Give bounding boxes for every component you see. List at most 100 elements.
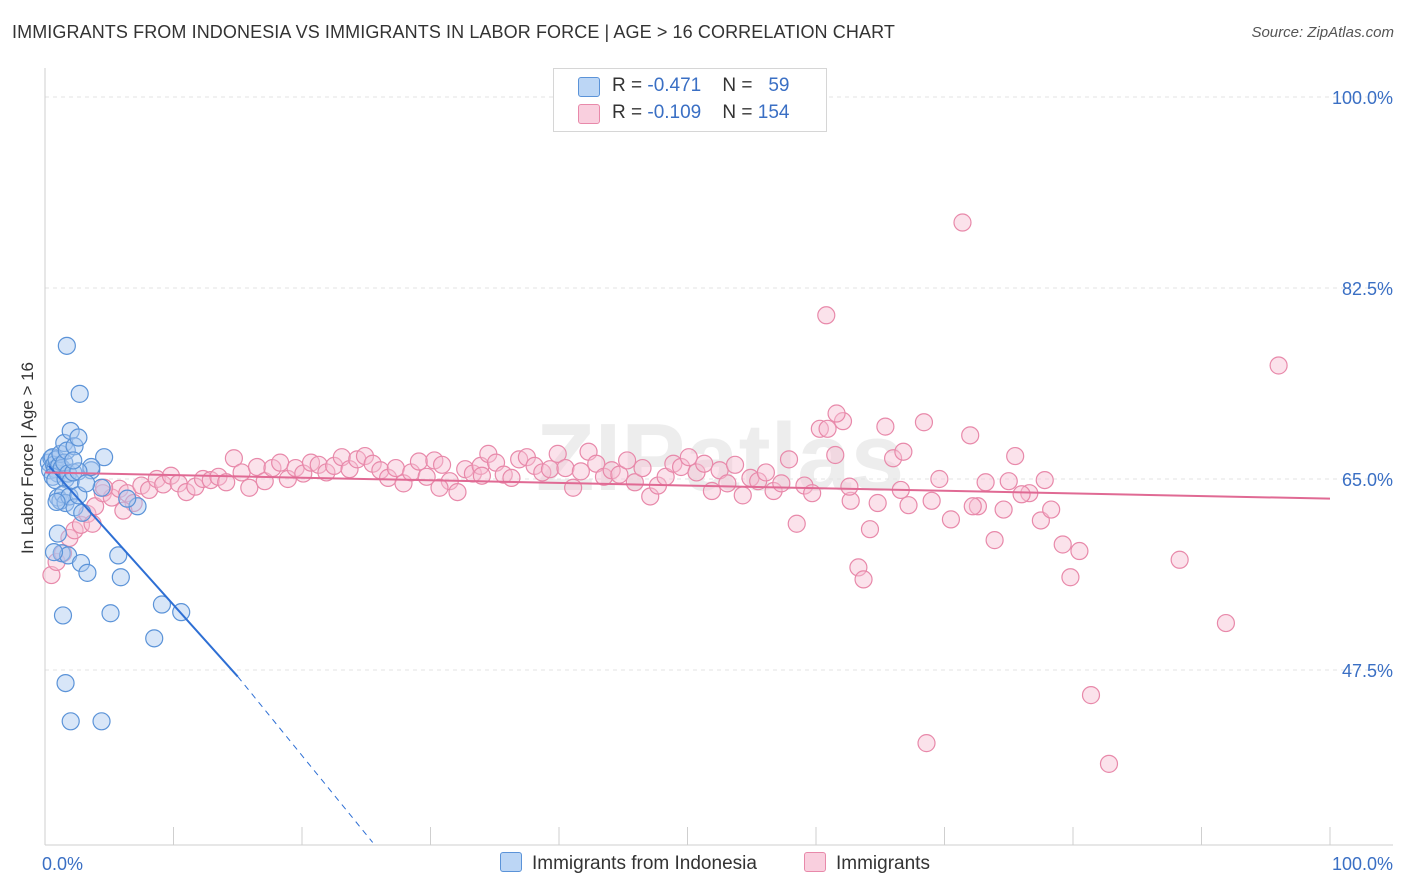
- immigrants-point: [430, 478, 449, 497]
- indonesia-point: [44, 543, 64, 562]
- immigrants-point: [1081, 686, 1101, 705]
- immigrants-point: [795, 476, 814, 495]
- immigrants-point: [1006, 446, 1025, 466]
- legend-swatch-blue: [578, 77, 600, 97]
- immigrants-point: [854, 570, 873, 589]
- indonesia-point: [48, 524, 67, 543]
- immigrants-point: [1070, 541, 1089, 561]
- immigrants-point: [868, 493, 887, 513]
- immigrants-point: [779, 450, 799, 469]
- immigrants-point: [247, 457, 267, 477]
- y-tick-label: 65.0%: [1342, 470, 1393, 490]
- immigrants-point: [633, 458, 652, 478]
- indonesia-point: [61, 712, 80, 731]
- immigrants-point: [756, 463, 775, 482]
- immigrants-point: [309, 455, 328, 474]
- legend-n-label: N =: [722, 75, 758, 96]
- immigrants-point: [409, 452, 429, 471]
- immigrants-point: [833, 412, 853, 431]
- immigrants-point: [1269, 356, 1288, 375]
- immigrants-point: [883, 449, 903, 468]
- immigrants-point: [817, 306, 836, 325]
- immigrants-point: [1061, 568, 1080, 587]
- immigrants-point: [177, 482, 196, 502]
- indonesia-point: [57, 336, 76, 355]
- immigrants-point: [894, 442, 913, 461]
- immigrants-point: [914, 413, 934, 432]
- legend-n-value: 59: [768, 75, 790, 96]
- immigrants-trend-line: [44, 471, 1331, 500]
- source-credit: Source: ZipAtlas.com: [1251, 24, 1394, 41]
- indonesia-point: [73, 503, 92, 522]
- immigrants-point: [618, 451, 637, 470]
- immigrants-point: [725, 455, 745, 474]
- immigrants-point: [968, 497, 988, 516]
- immigrants-point: [355, 446, 375, 466]
- indonesia-point: [47, 492, 66, 512]
- immigrants-point: [186, 477, 205, 496]
- immigrants-point: [941, 510, 961, 529]
- immigrants-point: [118, 484, 137, 503]
- immigrants-point: [733, 486, 752, 505]
- immigrants-point: [548, 444, 567, 463]
- legend-r-label: R =: [612, 75, 648, 96]
- immigrants-point: [994, 500, 1013, 519]
- y-tick-label: 82.5%: [1342, 279, 1393, 299]
- immigrants-point: [1012, 485, 1031, 504]
- indonesia-point: [118, 489, 137, 508]
- legend-n-value: 154: [757, 102, 790, 123]
- legend-swatch-pink: [578, 104, 600, 124]
- immigrants-point: [1042, 500, 1061, 519]
- legend-label: Immigrants from Indonesia: [532, 853, 757, 874]
- immigrants-point: [772, 474, 791, 493]
- immigrants-point: [840, 477, 859, 496]
- immigrants-point: [1170, 550, 1189, 569]
- immigrants-point: [841, 491, 860, 510]
- immigrants-point: [610, 465, 629, 484]
- immigrants-point: [953, 213, 972, 232]
- immigrants-point: [963, 497, 982, 516]
- immigrants-point: [114, 501, 133, 520]
- indonesia-point: [78, 563, 97, 582]
- indonesia-point: [152, 595, 172, 614]
- immigrants-point: [240, 478, 259, 497]
- y-tick-label: 47.5%: [1342, 661, 1393, 681]
- immigrants-point: [860, 520, 880, 539]
- immigrants-point: [1035, 470, 1054, 490]
- legend-label: Immigrants: [836, 853, 930, 874]
- indonesia-point: [101, 604, 120, 623]
- immigrants-point: [695, 454, 714, 473]
- indonesia-points: [39, 336, 191, 731]
- immigrants-point: [217, 473, 236, 492]
- immigrants-point: [718, 474, 737, 493]
- immigrants-point: [502, 468, 521, 488]
- immigrants-point: [787, 514, 806, 533]
- immigrants-point: [571, 462, 590, 481]
- immigrants-point: [224, 449, 243, 468]
- immigrants-point: [271, 453, 290, 472]
- immigrants-point: [818, 419, 837, 438]
- indonesia-point: [65, 437, 84, 456]
- indonesia-point: [56, 673, 75, 693]
- chart-title: IMMIGRANTS FROM INDONESIA VS IMMIGRANTS …: [12, 22, 895, 42]
- immigrants-point: [472, 466, 491, 485]
- y-axis-title: In Labor Force | Age > 16: [18, 362, 37, 554]
- immigrants-point: [679, 448, 698, 467]
- indonesia-point: [64, 451, 83, 470]
- immigrants-point: [876, 417, 895, 436]
- immigrants-point: [1053, 535, 1072, 554]
- legend-r-label: R =: [612, 102, 648, 123]
- axes: [44, 68, 1393, 846]
- immigrants-point: [976, 473, 995, 492]
- correlation-legend: R = -0.471 N = 59 R = -0.109 N = 154: [553, 68, 827, 132]
- immigrants-point: [899, 496, 918, 515]
- immigrants-point: [985, 531, 1004, 550]
- bottom-legend-immigrants: Immigrants: [804, 852, 930, 875]
- indonesia-point: [53, 606, 73, 625]
- x-tick-label-min: 0.0%: [42, 854, 83, 874]
- immigrants-point: [448, 482, 467, 502]
- indonesia-point: [69, 428, 88, 447]
- immigrants-point: [930, 469, 949, 489]
- gridlines: [45, 96, 1392, 671]
